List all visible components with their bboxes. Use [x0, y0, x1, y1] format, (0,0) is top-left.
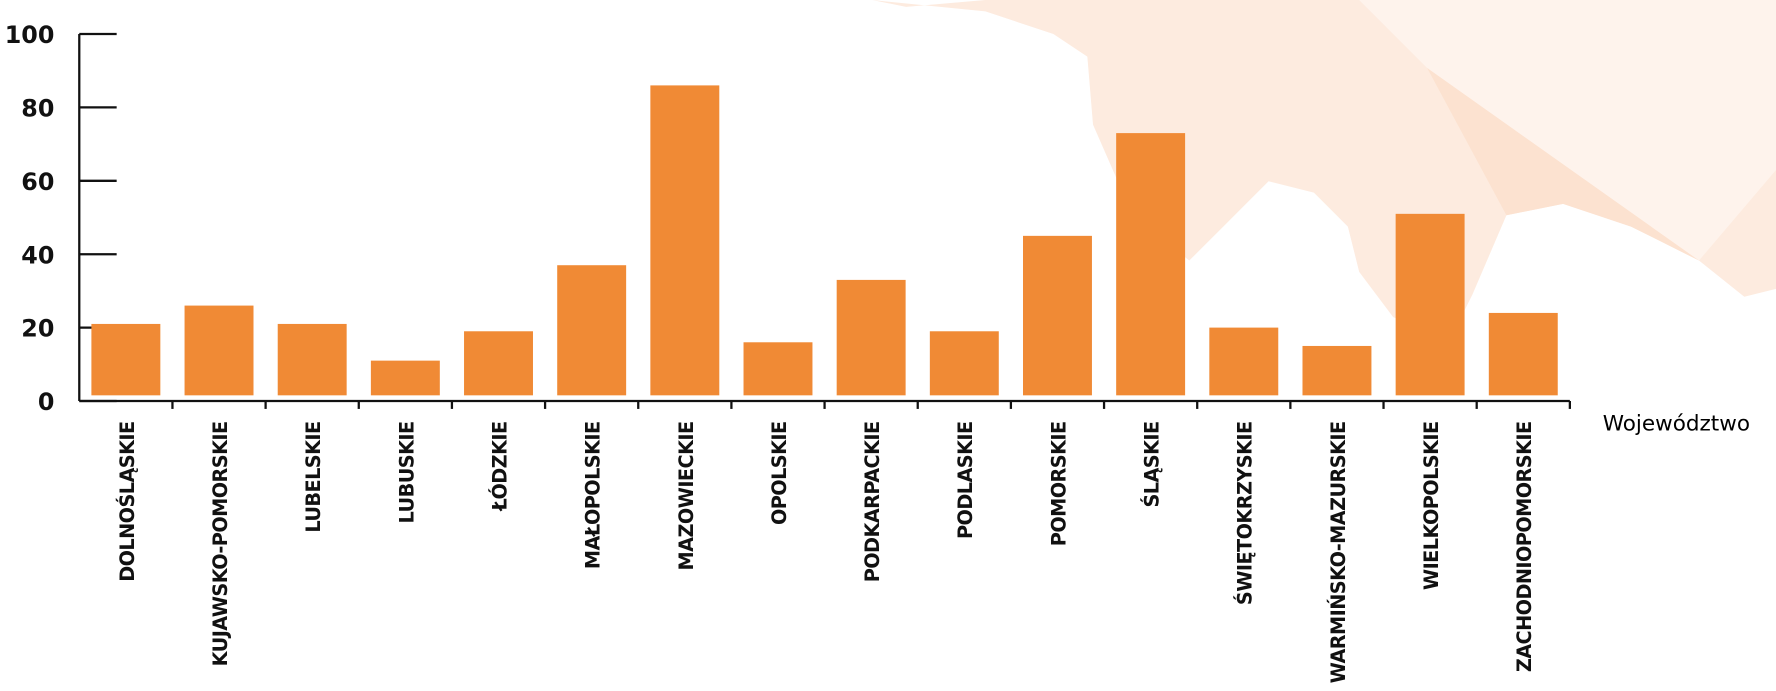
map-facet — [1359, 0, 1776, 261]
y-tick-label: 40 — [21, 241, 54, 269]
bar — [929, 331, 999, 396]
bar — [557, 265, 627, 396]
x-tick-label: MAŁOPOLSKIE — [582, 421, 605, 569]
map-facet — [1427, 68, 1699, 261]
bar — [1395, 213, 1465, 396]
y-tick-label: 80 — [21, 94, 54, 122]
bar — [1209, 327, 1279, 396]
y-tick-label: 20 — [21, 315, 54, 343]
bar — [464, 331, 533, 396]
bar — [370, 360, 440, 396]
bar — [184, 305, 254, 396]
x-tick-label: PODKARPACKIE — [861, 421, 884, 582]
x-tick-label: ŚWIĘTOKRZYSKIE — [1233, 421, 1257, 605]
y-tick-label: 60 — [21, 168, 54, 196]
x-tick-label: MAZOWIECKIE — [675, 421, 698, 570]
y-tick-label: 100 — [5, 21, 55, 49]
x-tick-label: WARMIŃSKO-MAZURSKIE — [1327, 421, 1350, 683]
x-tick-label: ZACHODNIOPOMORSKIE — [1513, 421, 1536, 672]
bar — [1116, 133, 1186, 396]
bar — [743, 342, 813, 396]
bar — [836, 279, 906, 396]
background-decoration — [872, 0, 1776, 340]
x-tick-label: WIELKOPOLSKIE — [1420, 421, 1443, 590]
bar — [277, 323, 347, 396]
bar — [1302, 345, 1372, 396]
x-tick-label: PODLASKIE — [954, 421, 977, 539]
x-axis-label: Województwo — [1603, 411, 1750, 436]
bar — [1488, 312, 1558, 396]
x-tick-label: OPOLSKIE — [768, 421, 791, 525]
y-tick-label: 0 — [38, 388, 55, 416]
bar — [91, 323, 161, 396]
bar — [1023, 235, 1092, 396]
bar — [650, 85, 720, 396]
x-tick-label: POMORSKIE — [1047, 421, 1070, 546]
x-tick-label: LUBUSKIE — [395, 421, 418, 523]
x-tick-label: KUJAWSKO-POMORSKIE — [209, 421, 232, 666]
x-tick-label: LUBELSKIE — [302, 421, 325, 532]
x-tick-label: DOLNOŚLĄSKIE — [115, 421, 139, 581]
x-tick-label: ŚLĄSKIE — [1140, 421, 1164, 507]
x-tick-label: ŁÓDZKIE — [487, 421, 511, 511]
